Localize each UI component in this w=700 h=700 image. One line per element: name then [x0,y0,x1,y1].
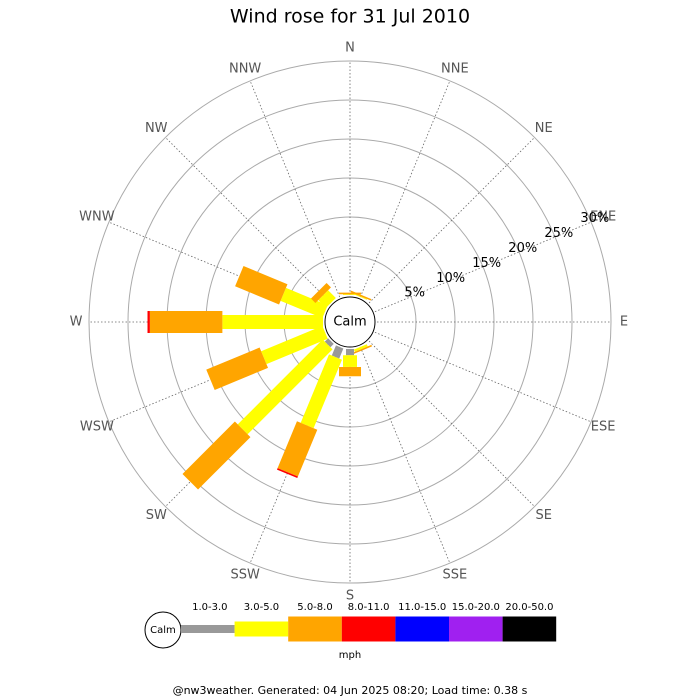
legend-label: 8.0-11.0 [348,602,390,613]
spoke [165,137,332,304]
r-tick-label: 20% [508,241,537,256]
bar-segment [182,421,251,490]
r-tick-label: 30% [580,211,609,226]
spoke [359,346,451,564]
direction-label: W [70,315,83,330]
direction-label: E [620,315,628,330]
bar-segment [343,294,357,295]
legend-swatch [181,625,235,633]
bar-segment [147,311,150,333]
bar-segment [331,345,344,359]
direction-label: ESE [591,419,616,434]
chart-title: Wind rose for 31 Jul 2010 [230,6,470,28]
bar-segment [350,290,372,301]
bar-segment [235,265,288,305]
spoke [249,80,341,298]
calm-circle [324,296,376,348]
bar-segment [310,282,331,303]
direction-label: NNW [229,61,261,76]
legend-swatch [288,616,342,642]
legend-swatch [234,621,289,637]
direction-label: NW [145,121,168,136]
bar-segment [300,354,342,429]
r-tick-label: 25% [544,226,573,241]
bar-segment [277,421,318,477]
legend-calm-label: Calm [150,625,176,636]
direction-label: SSW [230,568,260,583]
bar-segment [346,349,354,356]
direction-label: WSW [80,419,114,434]
bar-segment [261,325,328,365]
legend-label: 15.0-20.0 [452,602,500,613]
legend-swatch [395,616,449,642]
r-tick-label: 5% [404,286,425,301]
direction-label: SSE [442,568,467,583]
spoke [368,340,535,507]
spoke [359,80,451,298]
bar-segment [324,338,334,348]
spoke [374,331,592,423]
bar-segment [351,344,372,355]
calm-label: Calm [333,315,366,330]
grid-ring [127,99,573,545]
legend-label: 5.0-8.0 [297,602,332,613]
r-tick-label: 15% [472,256,501,271]
bar-segment [206,347,269,390]
bar-segment [353,344,368,352]
bar-segment [237,339,333,435]
legend-label: 11.0-15.0 [398,602,446,613]
legend-label: 1.0-3.0 [192,602,227,613]
spoke [368,137,535,304]
direction-label: WNW [79,210,115,225]
legend-swatch [449,616,503,642]
direction-label: N [345,41,355,56]
bar-segment [343,355,357,367]
legend-swatch [502,616,557,642]
direction-label: SW [146,508,167,523]
direction-label: S [346,589,354,604]
direction-label: NE [535,121,553,136]
bar-segment [280,287,328,319]
direction-label: SE [536,508,552,523]
spoke [374,221,592,313]
bar-segment [318,290,336,308]
bar-segment [222,315,323,329]
bar-segment [149,311,223,333]
legend-label: 20.0-50.0 [505,602,553,613]
legend-label: 3.0-5.0 [244,602,279,613]
legend-unit: mph [339,650,361,661]
bar-segment [339,366,361,377]
direction-label: NNE [441,61,469,76]
footer: @nw3weather. Generated: 04 Jun 2025 08:2… [173,684,528,697]
direction-label: ENE [590,210,616,225]
r-tick-label: 10% [436,271,465,286]
legend-swatch [341,616,396,642]
bar-segment [353,293,368,300]
bar-segment [276,468,298,478]
grid-ring [88,60,612,584]
